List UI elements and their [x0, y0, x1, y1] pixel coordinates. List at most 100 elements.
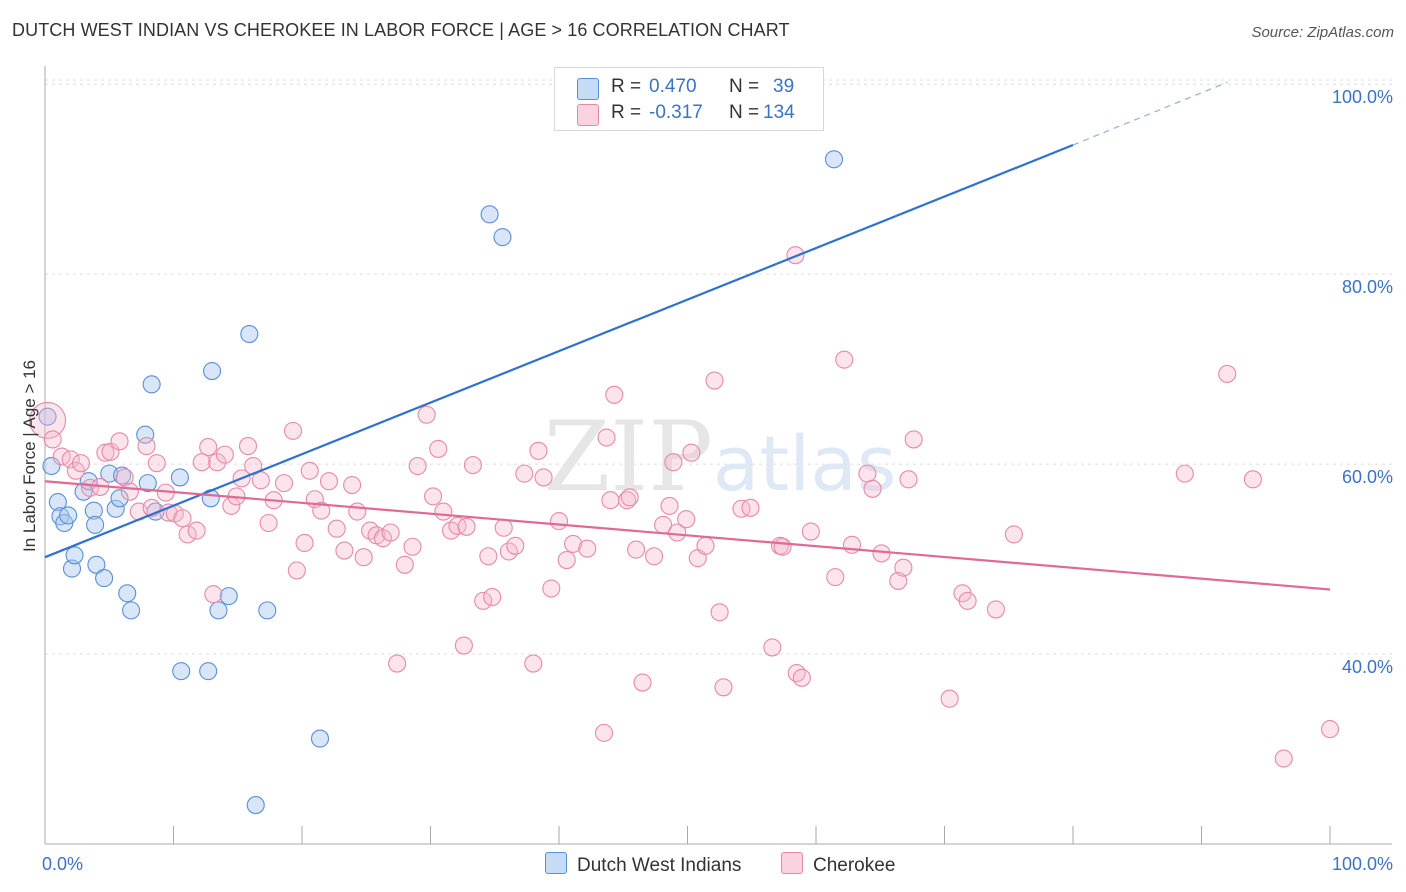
point-cherokee	[343, 475, 362, 495]
point-dutch-west-indians	[199, 662, 218, 681]
point-cherokee	[208, 453, 227, 472]
point-cherokee	[173, 509, 192, 528]
point-dutch-west-indians	[84, 501, 103, 520]
bottom-legend-swatch-pink	[781, 852, 803, 874]
point-cherokee	[1218, 364, 1237, 383]
point-cherokee	[682, 443, 701, 462]
point-cherokee	[403, 537, 422, 556]
point-cherokee	[215, 445, 234, 464]
point-dutch-west-indians	[95, 569, 114, 588]
point-dutch-west-indians	[209, 601, 228, 620]
point-cherokee	[620, 488, 639, 507]
point-cherokee	[417, 405, 436, 424]
point-cherokee	[494, 518, 513, 537]
point-cherokee	[43, 430, 62, 449]
stats-legend: R = 0.470 N = 39 R = -0.317 N = 134	[554, 67, 824, 131]
point-dutch-west-indians	[138, 474, 157, 493]
point-cherokee	[872, 544, 891, 563]
bottom-legend-label: Cherokee	[813, 855, 896, 876]
point-dutch-west-indians	[118, 584, 137, 603]
point-cherokee	[594, 723, 614, 742]
point-cherokee	[792, 668, 811, 687]
point-dutch-west-indians	[122, 601, 141, 620]
point-cherokee	[61, 450, 80, 469]
point-dutch-west-indians	[480, 205, 499, 224]
point-cherokee	[115, 468, 134, 487]
point-cherokee	[645, 547, 664, 566]
point-cherokee	[474, 591, 493, 610]
point-cherokee	[714, 678, 733, 697]
point-cherokee	[958, 591, 977, 610]
point-cherokee	[534, 468, 553, 487]
gridlines	[45, 79, 1392, 655]
point-cherokee	[529, 441, 548, 460]
point-dutch-west-indians	[493, 228, 512, 247]
point-cherokee	[457, 517, 476, 536]
point-cherokee	[408, 456, 427, 476]
legend-swatch-blue	[577, 78, 599, 100]
point-cherokee	[741, 498, 760, 517]
tick-labels: 40.0% 60.0% 80.0% 100.0% 0.0% 100.0%	[42, 87, 1393, 874]
bottom-legend-cherokee: Cherokee	[781, 852, 895, 877]
point-cherokee	[705, 371, 724, 390]
point-cherokee	[274, 474, 294, 493]
point-dutch-west-indians	[824, 150, 844, 169]
point-cherokee	[863, 479, 882, 498]
legend-r-value: 0.470	[649, 76, 697, 97]
point-dutch-west-indians	[310, 729, 330, 748]
point-cherokee	[801, 522, 820, 541]
point-dutch-west-indians	[110, 489, 129, 508]
point-cherokee	[597, 428, 616, 447]
point-dutch-west-indians	[246, 796, 265, 815]
point-cherokee	[327, 519, 346, 538]
point-cherokee	[1175, 464, 1194, 483]
point-dutch-west-indians	[240, 324, 259, 344]
point-dutch-west-indians	[172, 662, 191, 681]
point-cherokee	[858, 464, 877, 483]
point-cherokee	[147, 454, 166, 473]
point-dutch-west-indians	[87, 555, 106, 574]
legend-r-value: -0.317	[649, 102, 703, 123]
x-tick-label: 100.0%	[1332, 854, 1393, 874]
point-cherokee	[251, 471, 270, 490]
point-cherokee	[605, 385, 624, 404]
point-cherokee	[238, 437, 258, 456]
y-tick-label: 80.0%	[1342, 277, 1393, 297]
y-axis-label: In Labor Force | Age > 16	[20, 360, 39, 552]
point-cherokee	[178, 525, 197, 544]
point-dutch-west-indians	[113, 466, 132, 485]
point-cherokee	[204, 585, 223, 604]
point-cherokee	[506, 536, 525, 555]
point-cherokee	[287, 561, 306, 580]
bottom-legend-label: Dutch West Indians	[577, 855, 742, 876]
point-cherokee	[395, 555, 414, 574]
point-cherokee	[429, 439, 448, 458]
axes	[44, 66, 1392, 845]
point-cherokee	[1320, 720, 1340, 739]
point-cherokee	[524, 654, 543, 673]
point-cherokee	[354, 548, 373, 567]
point-cherokee	[199, 437, 218, 457]
trend-lines	[44, 81, 1331, 591]
point-cherokee	[479, 547, 498, 566]
point-cherokee	[894, 558, 913, 577]
point-cherokee	[904, 430, 923, 449]
point-cherokee	[192, 453, 211, 472]
point-cherokee	[633, 673, 652, 692]
point-cherokee	[549, 512, 569, 531]
point-cherokee	[1243, 470, 1262, 489]
point-cherokee	[381, 523, 400, 542]
point-cherokee	[388, 654, 407, 673]
chart-source: Source: ZipAtlas.com	[1251, 24, 1394, 41]
chart-title: DUTCH WEST INDIAN VS CHEROKEE IN LABOR F…	[12, 20, 790, 40]
point-dutch-west-indians	[59, 506, 78, 525]
y-tick-label: 100.0%	[1332, 87, 1393, 107]
point-cherokee	[668, 523, 687, 542]
legend-swatch-pink	[577, 104, 599, 126]
point-cherokee	[29, 401, 67, 439]
legend-r-label: R =	[611, 102, 642, 123]
point-cherokee	[424, 487, 443, 506]
point-cherokee	[986, 600, 1005, 619]
x-tick-label: 0.0%	[42, 854, 83, 874]
